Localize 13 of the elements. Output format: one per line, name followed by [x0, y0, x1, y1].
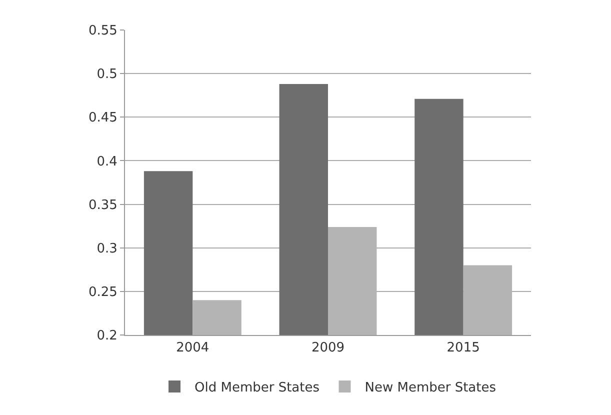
y-tick-label: 0.3 — [96, 241, 118, 256]
y-tick-label: 0.4 — [96, 154, 118, 170]
y-tick-label: 0.2 — [96, 328, 118, 344]
legend-label: New Member States — [364, 380, 496, 396]
x-tick-label: 2015 — [446, 340, 480, 356]
x-tick-label: 2004 — [176, 340, 210, 356]
y-tick-label: 0.35 — [88, 198, 118, 213]
y-tick-label: 0.25 — [88, 284, 118, 300]
y-tick-label: 0.55 — [88, 24, 118, 39]
legend-label: Old Member States — [194, 380, 320, 396]
y-tick-label: 0.5 — [96, 67, 118, 82]
x-tick-label: 2009 — [311, 340, 345, 356]
y-tick-label: 0.45 — [88, 110, 118, 126]
